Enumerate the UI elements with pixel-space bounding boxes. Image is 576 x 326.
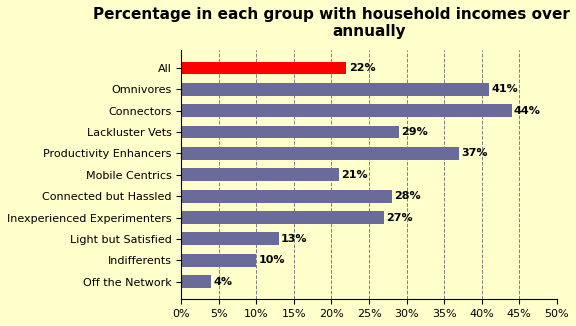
Text: 27%: 27% — [386, 213, 413, 223]
Bar — [181, 254, 256, 267]
Text: 37%: 37% — [461, 148, 488, 158]
Text: 10%: 10% — [259, 255, 285, 265]
Text: 44%: 44% — [514, 106, 541, 116]
Bar — [181, 168, 339, 181]
Bar — [181, 147, 459, 160]
Text: 13%: 13% — [281, 234, 308, 244]
Bar — [181, 232, 279, 245]
Text: 21%: 21% — [341, 170, 368, 180]
Text: 41%: 41% — [491, 84, 518, 94]
Bar — [181, 126, 399, 139]
Text: 29%: 29% — [401, 127, 428, 137]
Bar — [181, 83, 489, 96]
Title: Percentage in each group with household incomes over $75,000
annually: Percentage in each group with household … — [93, 7, 576, 39]
Text: 28%: 28% — [394, 191, 420, 201]
Text: 4%: 4% — [214, 276, 233, 287]
Bar — [181, 211, 384, 224]
Bar — [181, 190, 392, 202]
Bar — [181, 275, 211, 288]
Bar — [181, 62, 347, 74]
Text: 22%: 22% — [348, 63, 376, 73]
Bar — [181, 104, 511, 117]
